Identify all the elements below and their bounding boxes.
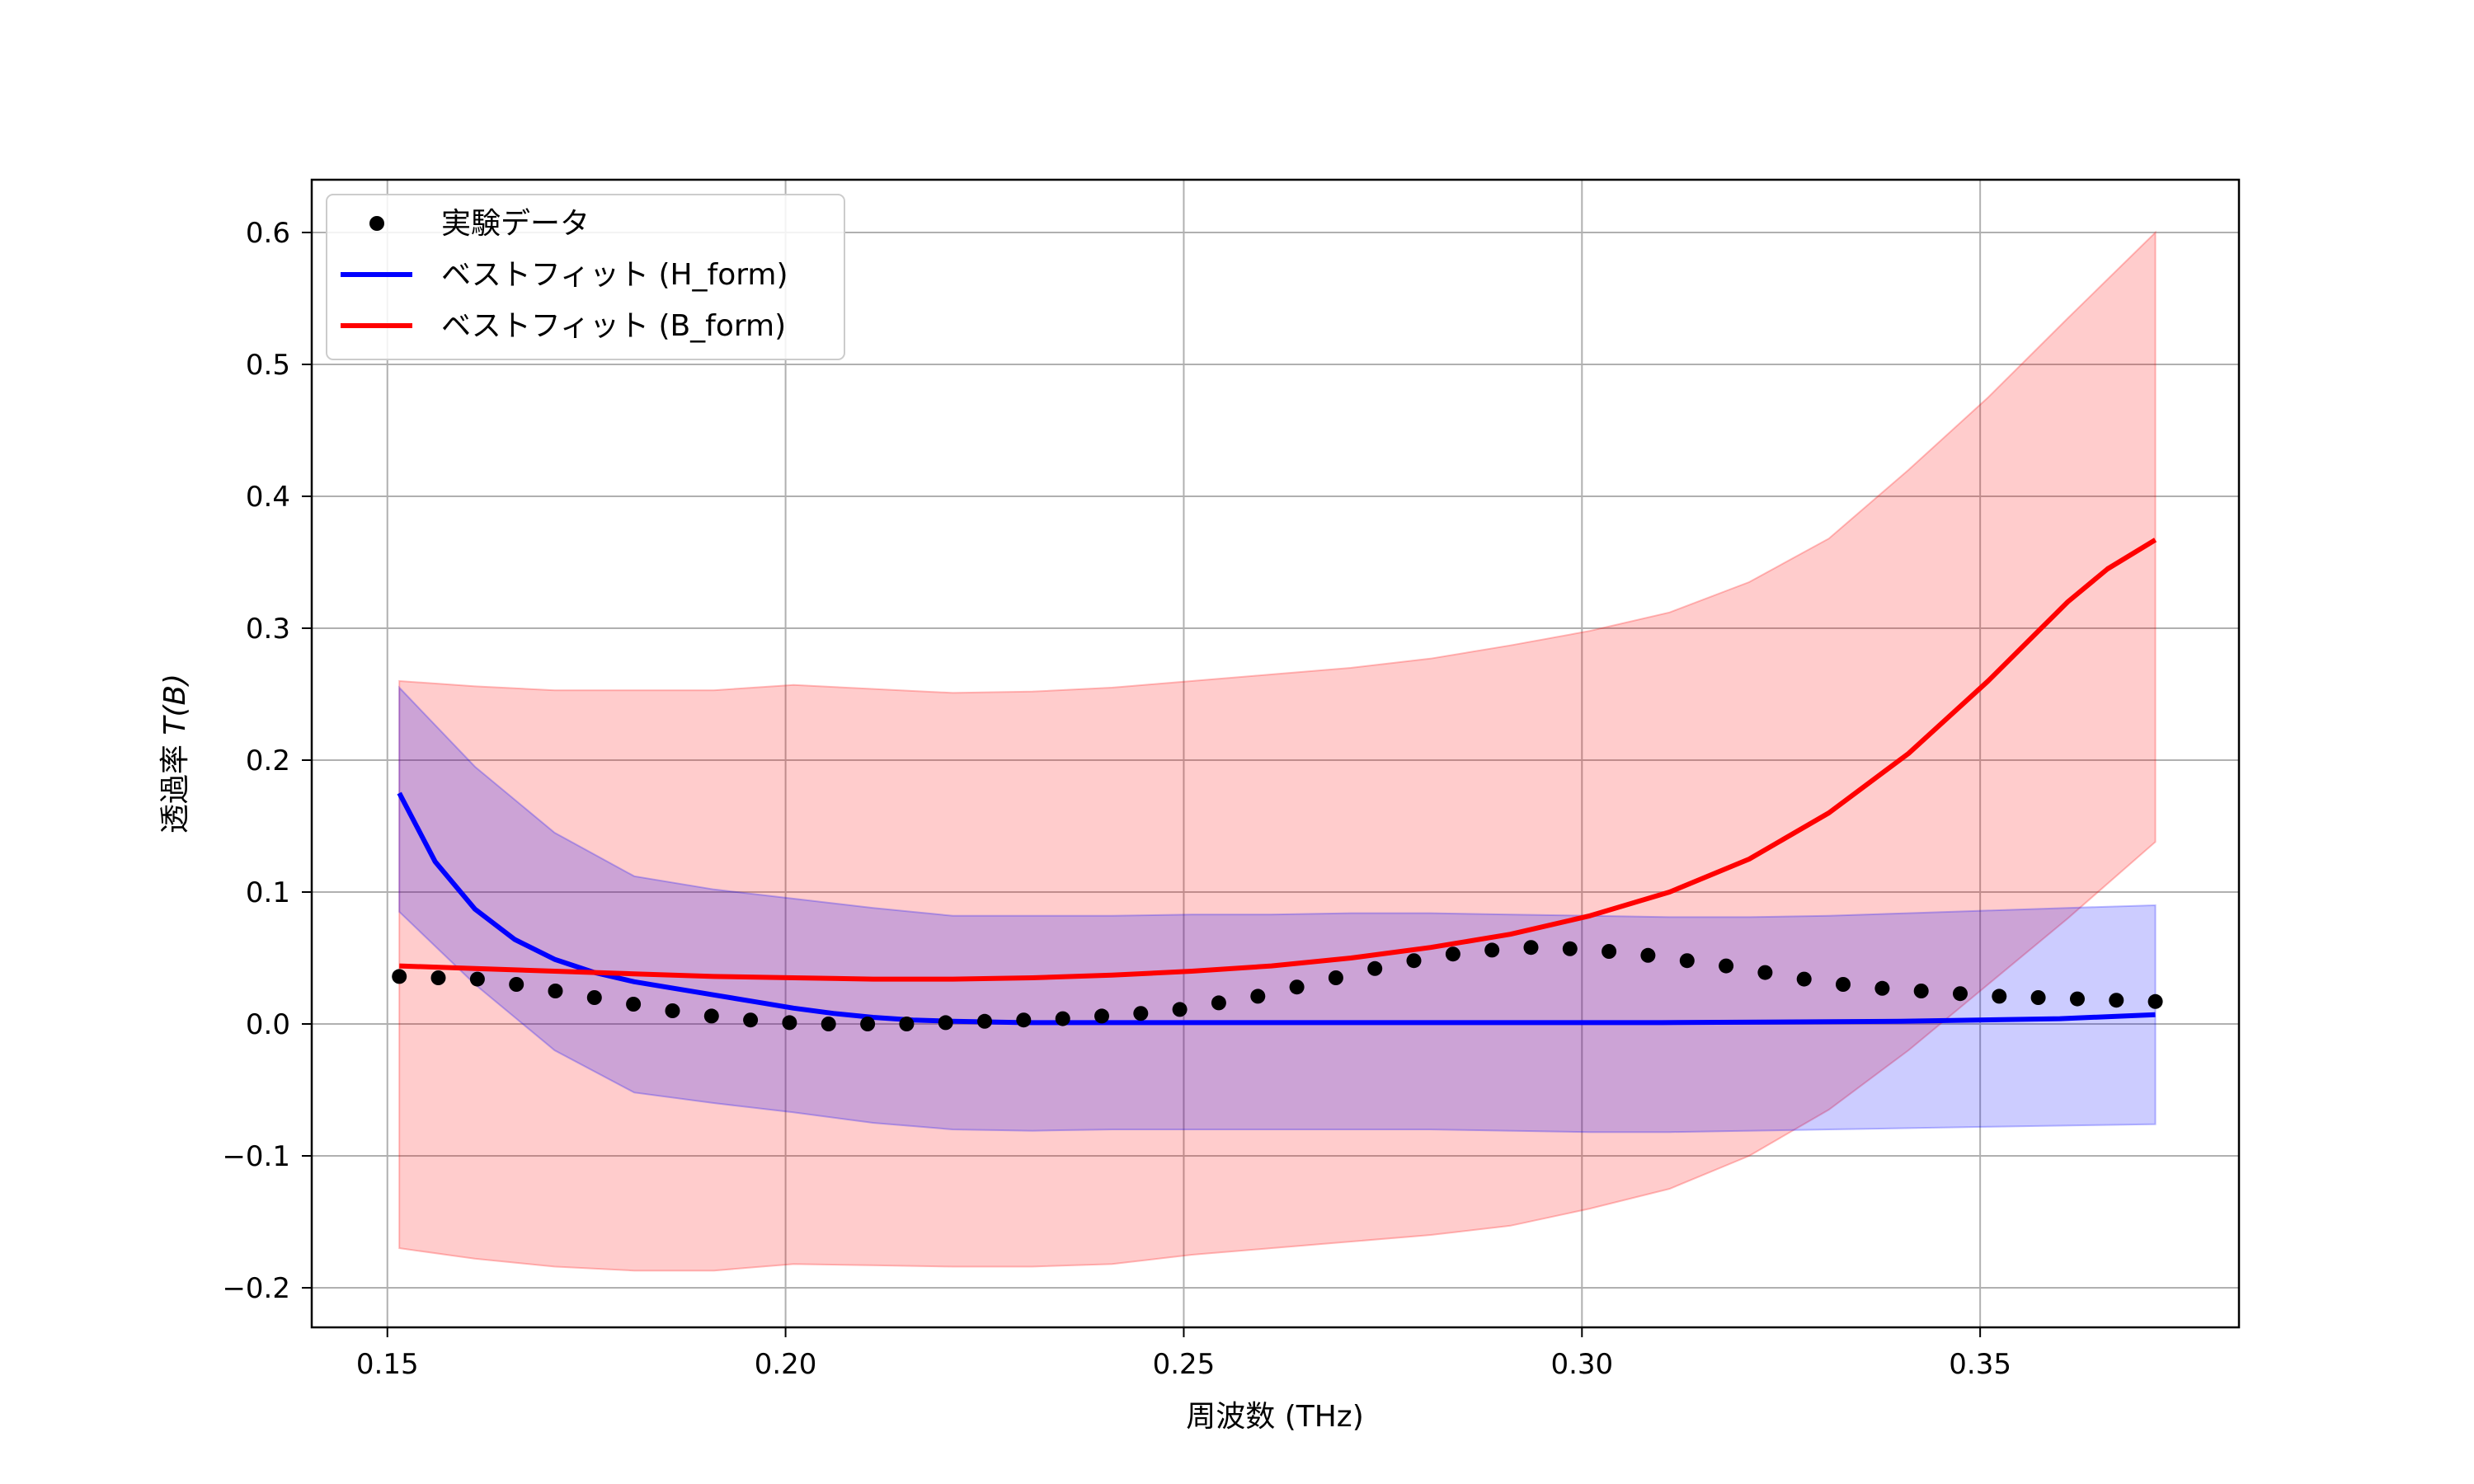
y-tick-label: 0.6 [246, 217, 290, 250]
data-point [1367, 960, 1383, 976]
data-point [509, 977, 524, 992]
y-tick-label: 0.0 [246, 1008, 290, 1041]
legend-box [326, 194, 845, 360]
legend-label-h-form: ベストフィット (H_form) [441, 258, 788, 292]
data-point [665, 1003, 680, 1018]
data-points [392, 940, 2163, 1031]
data-point [586, 990, 602, 1005]
data-point [821, 1017, 836, 1031]
legend-marker-data [369, 216, 384, 231]
data-point [2147, 993, 2163, 1009]
data-point [938, 1015, 953, 1031]
fit-lines [397, 538, 2157, 1026]
data-point [1953, 986, 1968, 1002]
y-tick-label: −0.2 [222, 1272, 290, 1305]
data-point [2109, 993, 2124, 1008]
y-tick-label: −0.1 [222, 1140, 290, 1173]
axis-ticks: 0.15 0.20 0.25 0.30 0.35 −0.2 −0.1 0.0 0.1 0.2 0.3… [222, 217, 2011, 1381]
band-b-form [398, 230, 2157, 1272]
y-tick-label: 0.4 [246, 481, 290, 514]
data-point [1602, 944, 1617, 959]
legend: 実験データ ベストフィット (H_form) ベストフィット (B_form) [326, 194, 845, 360]
data-point [392, 969, 407, 984]
data-point [2070, 991, 2085, 1007]
x-tick-label: 0.25 [1153, 1348, 1216, 1381]
data-point [1328, 970, 1343, 985]
data-point [1562, 941, 1578, 956]
data-point [1016, 1012, 1032, 1028]
data-point [1836, 977, 1851, 992]
data-point [1523, 940, 1539, 956]
y-axis-title: 透過率 T(B) [158, 674, 192, 834]
data-point [548, 984, 563, 998]
data-point [1445, 946, 1460, 962]
y-tick-label: 0.1 [246, 876, 290, 909]
line-b-form [399, 538, 2157, 982]
x-axis-title: 周波数 (THz) [1186, 1400, 1364, 1434]
x-tick-label: 0.35 [1949, 1348, 2011, 1381]
data-point [1913, 984, 1929, 998]
data-point [2030, 990, 2046, 1005]
grid [312, 180, 2239, 1327]
data-point [1640, 947, 1656, 963]
y-tick-label: 0.2 [246, 744, 290, 777]
data-point [1484, 942, 1500, 958]
plot-frame [310, 178, 2241, 1329]
data-point [899, 1017, 915, 1031]
data-point [1796, 971, 1812, 987]
data-point [1055, 1011, 1070, 1026]
data-point [782, 1015, 797, 1031]
line-h-form [397, 791, 2156, 1026]
data-point [1406, 953, 1422, 969]
data-point [1719, 958, 1734, 974]
data-point [626, 997, 642, 1012]
y-axis-title-math: T(B) [158, 674, 192, 735]
data-point [860, 1017, 876, 1031]
data-point [1992, 989, 2007, 1004]
legend-label-b-form: ベストフィット (B_form) [441, 309, 786, 343]
x-tick-label: 0.15 [356, 1348, 419, 1381]
y-tick-label: 0.3 [246, 613, 290, 646]
data-point [1874, 980, 1890, 996]
data-point [1679, 953, 1695, 969]
y-axis-title-prefix: 透過率 [158, 735, 192, 834]
data-point [1757, 965, 1773, 980]
data-point [469, 971, 485, 987]
data-point [703, 1008, 719, 1024]
data-point [1289, 979, 1305, 995]
data-point [1133, 1006, 1149, 1021]
legend-label-data: 実験データ [441, 207, 590, 241]
data-point [1211, 995, 1226, 1011]
data-point [1094, 1008, 1109, 1024]
data-point [430, 970, 446, 985]
data-point [743, 1012, 759, 1028]
y-tick-label: 0.5 [246, 349, 290, 382]
data-point [977, 1013, 992, 1029]
data-point [1172, 1002, 1188, 1017]
x-tick-label: 0.20 [755, 1348, 817, 1381]
data-point [1250, 989, 1266, 1004]
x-tick-label: 0.30 [1550, 1348, 1613, 1381]
